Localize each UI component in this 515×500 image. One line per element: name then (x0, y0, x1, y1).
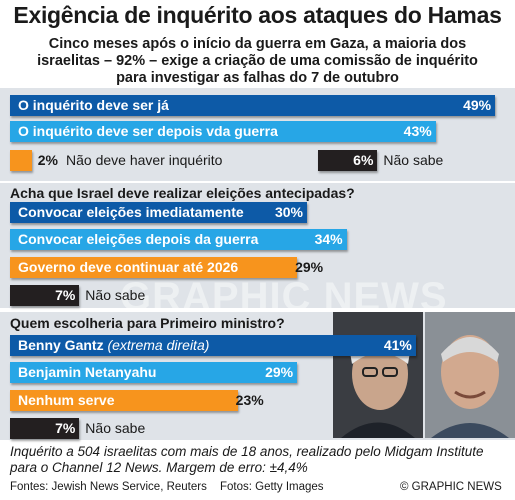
chart-subtitle: Cinco meses após o início da guerra em G… (10, 36, 505, 87)
value-label: 29% (265, 364, 294, 380)
copyright: © GRAPHIC NEWS (400, 481, 502, 493)
category-label: Não sabe (85, 420, 146, 436)
bar-chart2-3: Governo deve continuar até 2026 (10, 257, 298, 278)
gantz-portrait-icon (425, 312, 515, 438)
category-label: Convocar eleições depois da guerra (18, 231, 259, 247)
category-label: Não deve haver inquérito (66, 152, 223, 168)
footnote-line-1: Inquérito a 504 israelitas com mais de 1… (10, 444, 484, 459)
subtitle-line-3: para investigar as falhas do 7 de outubr… (116, 70, 399, 86)
question-elections: Acha que Israel deve realizar eleições a… (10, 185, 355, 201)
value-label: 41% (383, 337, 412, 353)
value-label: 2% (37, 152, 58, 168)
value-label: 29% (295, 259, 324, 275)
subtitle-line-2: israelitas – 92% – exige a criação de um… (37, 53, 478, 69)
watermark: GRAPHIC NEWS (120, 275, 448, 319)
bar-chart1-3 (10, 150, 32, 171)
gantz-photo (425, 312, 515, 438)
bar-chart1-4 (318, 150, 378, 171)
bar-chart2-1: Convocar eleições imediatamente (10, 202, 307, 223)
value-label: 7% (55, 420, 76, 436)
value-label: 7% (55, 287, 76, 303)
category-label: O inquérito deve ser depois vda guerra (18, 123, 278, 139)
value-label: 30% (274, 204, 303, 220)
bar-chart3-3: Nenhum serve (10, 390, 238, 411)
bar-chart3-2: Benjamin Netanyahu (10, 362, 298, 383)
footnote: Inquérito a 504 israelitas com mais de 1… (10, 444, 505, 476)
category-label: Benny Gantz (extrema direita) (18, 337, 210, 353)
bar-chart2-4 (10, 285, 80, 306)
photos-credit: Fotos: Getty Images (220, 481, 324, 493)
category-label: Benjamin Netanyahu (18, 364, 157, 380)
netanyahu-portrait-icon (333, 312, 423, 438)
value-label: 43% (403, 123, 432, 139)
category-label: Governo deve continuar até 2026 (18, 259, 239, 275)
category-note: (extrema direita) (107, 337, 210, 353)
chart-title: Exigência de inquérito aos ataques do Ha… (13, 2, 502, 28)
bar-chart1-2: O inquérito deve ser depois vda guerra (10, 121, 436, 142)
category-label: Não sabe (383, 152, 444, 168)
value-label: 49% (463, 97, 492, 113)
bar-chart1-1: O inquérito deve ser já (10, 95, 496, 116)
category-label: Não sabe (85, 287, 146, 303)
value-label: 23% (235, 392, 264, 408)
category-label: Nenhum serve (18, 392, 115, 408)
bar-chart3-4 (10, 418, 80, 439)
category-label: O inquérito deve ser já (18, 97, 169, 113)
netanyahu-photo (333, 312, 423, 438)
bar-chart2-2: Convocar eleições depois da guerra (10, 229, 347, 250)
category-label: Convocar eleições imediatamente (18, 204, 244, 220)
sources: Fontes: Jewish News Service, Reuters (10, 481, 207, 493)
value-label: 6% (353, 152, 374, 168)
bar-chart3-1: Benny Gantz (extrema direita) (10, 335, 416, 356)
value-label: 34% (314, 231, 343, 247)
subtitle-line-1: Cinco meses após o início da guerra em G… (48, 36, 467, 52)
question-prime-minister: Quem escolheria para Primeiro ministro? (10, 315, 285, 331)
footnote-line-2: para o Channel 12 News. Margem de erro: … (10, 460, 308, 475)
